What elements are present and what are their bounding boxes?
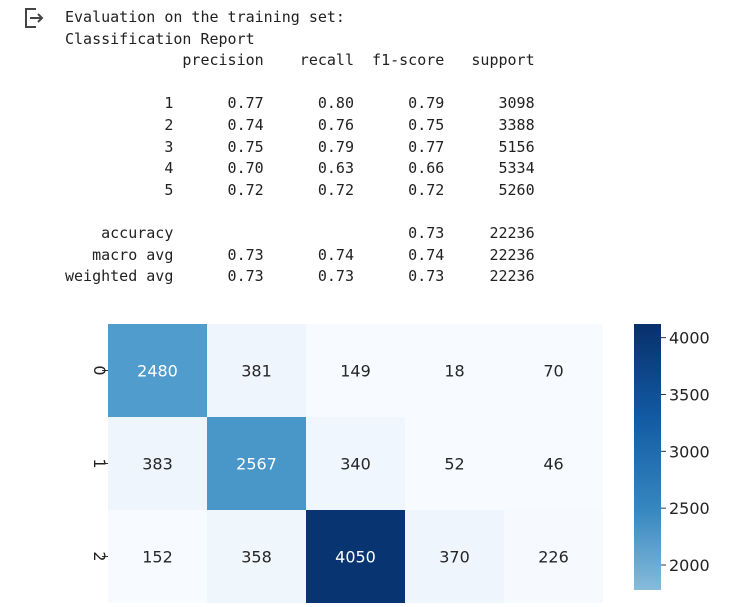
report-line: Classification Report — [65, 29, 255, 48]
heatmap-cell — [306, 510, 405, 603]
heatmap-cell-value: 18 — [444, 362, 464, 381]
report-line: Evaluation on the training set: — [65, 8, 345, 26]
report-line: 4 0.70 0.63 0.66 5334 — [164, 159, 535, 178]
heatmap-cell — [306, 417, 405, 510]
heatmap-cell-value: 46 — [543, 455, 563, 474]
heatmap-cell — [306, 324, 405, 417]
report-line: weighted avg 0.73 0.73 0.73 22236 — [65, 267, 535, 286]
heatmap-cell — [207, 324, 306, 417]
report-line: 1 0.77 0.80 0.79 3098 — [164, 94, 535, 113]
report-line: accuracy 0.73 22236 — [101, 223, 535, 242]
report-line: macro avg 0.73 0.74 0.74 22236 — [92, 245, 535, 264]
heatmap-cell — [504, 510, 603, 603]
heatmap-cell-value: 226 — [538, 548, 569, 567]
report-line: 3 0.75 0.79 0.77 5156 — [164, 137, 535, 156]
heatmap-cell-value: 4050 — [335, 548, 376, 567]
colorbar-tick-label: 3500 — [669, 385, 710, 404]
heatmap-cell — [207, 510, 306, 603]
classification-report-text: Evaluation on the training set: Classifi… — [65, 7, 535, 288]
colorbar-tick-label: 3000 — [669, 442, 710, 461]
colorbar-tick-label: 2000 — [669, 556, 710, 575]
heatmap-cell-value: 152 — [142, 548, 173, 567]
heatmap-cell — [405, 510, 504, 603]
heatmap-cell-value: 70 — [543, 362, 563, 381]
row-tick-label: 2 — [90, 551, 109, 561]
report-line: 5 0.72 0.72 0.72 5260 — [164, 180, 535, 199]
colorbar-tick-label: 4000 — [669, 329, 710, 348]
heatmap-cell-value: 2480 — [137, 362, 178, 381]
heatmap-cell-value: 381 — [241, 362, 272, 381]
report-line: 2 0.74 0.76 0.75 3388 — [164, 115, 535, 134]
output-redirect-icon[interactable] — [22, 6, 46, 30]
heatmap-cell-value: 383 — [142, 455, 173, 474]
heatmap-cell — [207, 417, 306, 510]
heatmap-cell — [108, 417, 207, 510]
heatmap-cell-value: 340 — [340, 455, 371, 474]
heatmap-cell — [108, 324, 207, 417]
heatmap-cell-value: 370 — [439, 548, 470, 567]
heatmap-cell-value: 358 — [241, 548, 272, 567]
colorbar-tick-label: 2500 — [669, 499, 710, 518]
row-tick-label: 1 — [90, 458, 109, 468]
heatmap-cell — [504, 324, 603, 417]
heatmap-cell — [108, 510, 207, 603]
report-line: precision recall f1-score support — [182, 51, 535, 70]
heatmap-cell-value: 2567 — [236, 455, 277, 474]
heatmap-cell — [504, 417, 603, 510]
row-tick-label: 0 — [90, 365, 109, 375]
colorbar — [634, 324, 661, 590]
heatmap-cell-value: 52 — [444, 455, 464, 474]
heatmap-cell-value: 149 — [340, 362, 371, 381]
heatmap-cell — [405, 324, 504, 417]
heatmap-cell — [405, 417, 504, 510]
